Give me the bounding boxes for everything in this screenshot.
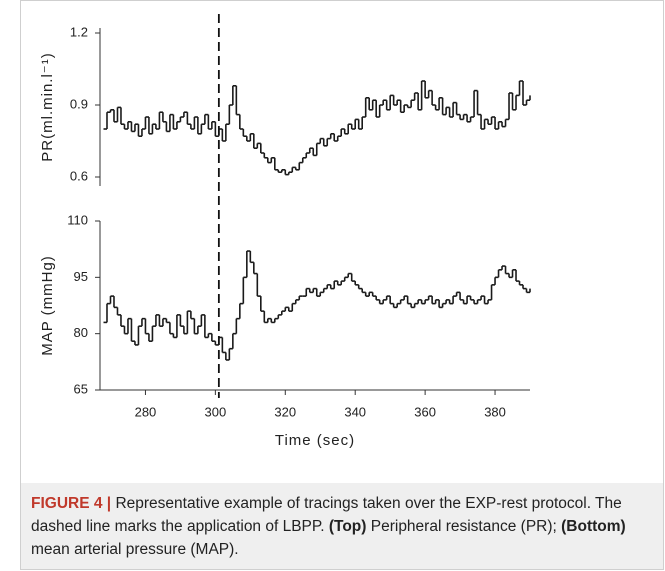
y-tick-label: 80 <box>74 325 88 340</box>
y-tick-label: 65 <box>74 381 88 396</box>
y-tick-label: 95 <box>74 269 88 284</box>
caption-bottom-label: (Bottom) <box>561 518 626 535</box>
x-axis-label: Time (sec) <box>275 432 355 449</box>
x-tick-label: 280 <box>135 404 157 419</box>
caption-top-text: Peripheral resistance (PR); <box>370 518 557 535</box>
caption-label: FIGURE 4 | <box>31 495 112 512</box>
x-tick-label: 380 <box>484 404 506 419</box>
y-axis-label: MAP (mmHg) <box>39 255 56 356</box>
x-tick-label: 340 <box>344 404 366 419</box>
figure-frame <box>20 0 664 570</box>
chart: 0.6 0.9 1.2 PR(ml.min.l⁻¹) 65 80 95 110 MAP (mmH… <box>39 14 531 449</box>
y-tick-label: 0.9 <box>70 96 88 111</box>
y-tick-label: 0.6 <box>70 168 88 183</box>
caption: FIGURE 4 | Representative example of tra… <box>21 483 663 569</box>
y-tick-label: 110 <box>67 212 88 227</box>
x-tick-label: 300 <box>205 404 227 419</box>
caption-bottom-text: mean arterial pressure (MAP). <box>31 541 239 558</box>
y-axis-label: PR(ml.min.l⁻¹) <box>39 52 56 161</box>
caption-text: Representative example of tracings taken… <box>31 495 622 535</box>
caption-top-label: (Top) <box>328 518 367 535</box>
x-tick-label: 320 <box>274 404 296 419</box>
x-tick-label: 360 <box>414 404 436 419</box>
y-tick-label: 1.2 <box>70 24 88 39</box>
